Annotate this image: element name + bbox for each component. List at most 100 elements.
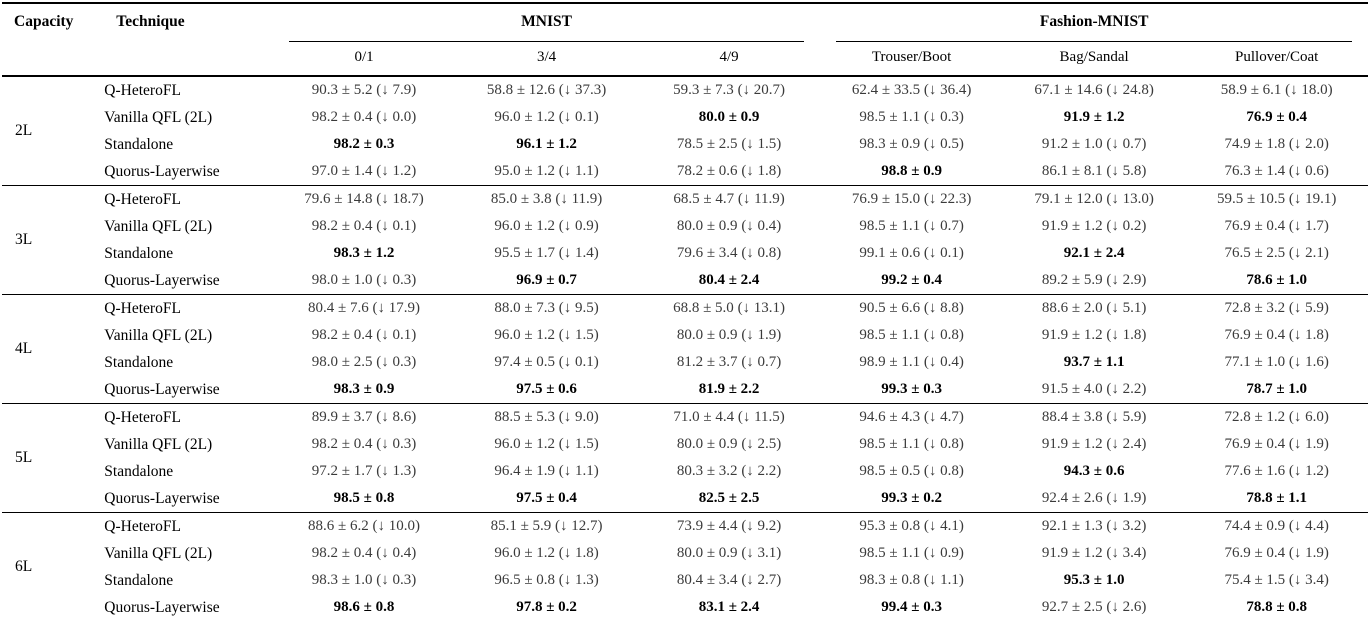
result-cell: 76.9 ± 0.4 (↓ 1.9) bbox=[1185, 540, 1368, 567]
accuracy-value: 95.5 ± 1.7 bbox=[494, 245, 556, 261]
result-cell: 68.8 ± 5.0 (↓ 13.1) bbox=[637, 294, 821, 322]
accuracy-drop-annotation: (↓ 1.4) bbox=[555, 245, 599, 261]
subheader-mnist-34: 3/4 bbox=[455, 42, 638, 77]
accuracy-drop-annotation: (↓ 3.4) bbox=[1102, 545, 1147, 561]
result-cell: 88.4 ± 3.8 (↓ 5.9) bbox=[1002, 403, 1186, 431]
accuracy-drop-annotation: (↓ 1.2) bbox=[1285, 463, 1329, 479]
accuracy-drop-annotation: (↓ 0.3) bbox=[372, 354, 417, 370]
accuracy-value: 98.5 ± 0.5 bbox=[859, 463, 921, 479]
accuracy-drop-annotation: (↓ 0.8) bbox=[737, 245, 782, 261]
result-cell: 78.8 ± 0.8 bbox=[1185, 594, 1368, 620]
result-cell: 96.0 ± 1.2 (↓ 1.5) bbox=[455, 431, 638, 458]
accuracy-value: 92.7 ± 2.5 bbox=[1041, 599, 1103, 615]
accuracy-drop-annotation: (↓ 1.9) bbox=[1285, 436, 1329, 452]
result-cell: 96.5 ± 0.8 (↓ 1.3) bbox=[455, 567, 638, 594]
result-cell: 98.5 ± 0.8 bbox=[273, 485, 456, 513]
accuracy-value: 98.5 ± 1.1 bbox=[859, 545, 921, 561]
accuracy-drop-annotation: (↓ 1.8) bbox=[1102, 327, 1147, 343]
accuracy-value: 95.0 ± 1.2 bbox=[494, 163, 556, 179]
accuracy-value: 79.6 ± 3.4 bbox=[676, 245, 738, 261]
result-cell: 80.0 ± 0.9 (↓ 3.1) bbox=[638, 540, 821, 567]
accuracy-value: 98.3 ± 0.9 bbox=[333, 381, 395, 397]
result-cell: 80.0 ± 0.9 bbox=[638, 104, 821, 131]
accuracy-drop-annotation: (↓ 0.0) bbox=[372, 109, 417, 125]
accuracy-value: 76.9 ± 0.4 bbox=[1224, 327, 1286, 343]
result-cell: 99.2 ± 0.4 bbox=[820, 267, 1003, 295]
accuracy-value: 98.2 ± 0.3 bbox=[333, 136, 395, 152]
accuracy-value: 80.0 ± 0.9 bbox=[698, 109, 760, 125]
accuracy-value: 99.3 ± 0.2 bbox=[881, 490, 942, 506]
result-cell: 85.0 ± 3.8 (↓ 11.9) bbox=[455, 185, 638, 213]
capacity-label: 5L bbox=[2, 403, 105, 513]
subheader-mnist-49: 4/9 bbox=[637, 42, 821, 77]
result-cell: 99.3 ± 0.2 bbox=[820, 485, 1003, 513]
accuracy-drop-annotation: (↓ 0.4) bbox=[737, 218, 782, 234]
result-cell: 97.0 ± 1.4 (↓ 1.2) bbox=[273, 158, 456, 186]
accuracy-drop-annotation: (↓ 5.8) bbox=[1102, 163, 1147, 179]
result-cell: 85.1 ± 5.9 (↓ 12.7) bbox=[455, 512, 638, 540]
result-cell: 78.6 ± 1.0 bbox=[1185, 267, 1368, 295]
capacity-label: 4L bbox=[2, 294, 105, 404]
technique-label: Vanilla QFL (2L) bbox=[104, 217, 213, 235]
result-cell: 76.9 ± 0.4 (↓ 1.7) bbox=[1185, 213, 1368, 240]
accuracy-drop-annotation: (↓ 0.9) bbox=[555, 218, 599, 234]
accuracy-drop-annotation: (↓ 2.0) bbox=[1285, 136, 1329, 152]
accuracy-drop-annotation: (↓ 0.1) bbox=[555, 109, 599, 125]
result-cell: 98.5 ± 0.5 (↓ 0.8) bbox=[820, 458, 1003, 485]
accuracy-value: 98.5 ± 1.1 bbox=[859, 218, 921, 234]
accuracy-drop-annotation: (↓ 0.7) bbox=[920, 218, 964, 234]
accuracy-drop-annotation: (↓ 2.4) bbox=[1102, 436, 1147, 452]
table-row: 5L Q-HeteroFL 89.9 ± 3.7 (↓ 8.6) 88.5 ± 5.3… bbox=[2, 403, 1368, 513]
table-row: 6L Q-HeteroFL 88.6 ± 6.2 (↓ 10.0) 85.1 ± 5.… bbox=[2, 512, 1368, 620]
accuracy-drop-annotation: (↓ 4.4) bbox=[1285, 518, 1329, 534]
accuracy-drop-annotation: (↓ 0.3) bbox=[372, 272, 417, 288]
result-cell: 88.0 ± 7.3 (↓ 9.5) bbox=[455, 294, 638, 322]
result-cell: 80.4 ± 7.6 (↓ 17.9) bbox=[272, 294, 456, 322]
table-row: Vanilla QFL (2L) 98.2 ± 0.4 (↓ 0.3) 96.0 ±… bbox=[2, 431, 1368, 458]
result-cell: 98.0 ± 2.5 (↓ 0.3) bbox=[273, 349, 456, 376]
accuracy-value: 98.2 ± 0.4 bbox=[311, 436, 373, 452]
accuracy-drop-annotation: (↓ 22.3) bbox=[920, 191, 972, 207]
accuracy-value: 59.3 ± 7.3 bbox=[673, 82, 734, 98]
result-cell: 76.9 ± 0.4 bbox=[1185, 104, 1368, 131]
result-cell: 91.9 ± 1.2 (↓ 3.4) bbox=[1003, 540, 1186, 567]
accuracy-value: 79.1 ± 12.0 bbox=[1034, 191, 1103, 207]
accuracy-value: 78.7 ± 1.0 bbox=[1246, 381, 1308, 397]
accuracy-drop-annotation: (↓ 0.7) bbox=[737, 354, 782, 370]
accuracy-value: 68.8 ± 5.0 bbox=[673, 300, 734, 316]
result-cell: 95.0 ± 1.2 (↓ 1.1) bbox=[455, 158, 638, 186]
header-row-groups: Capacity Technique MNIST Fashion-MNIST bbox=[2, 3, 1368, 77]
result-cell: 99.4 ± 0.3 bbox=[820, 594, 1003, 620]
accuracy-drop-annotation: (↓ 9.5) bbox=[555, 300, 599, 316]
result-cell: 88.5 ± 5.3 (↓ 9.0) bbox=[455, 403, 638, 431]
accuracy-value: 96.4 ± 1.9 bbox=[494, 463, 556, 479]
accuracy-drop-annotation: (↓ 1.5) bbox=[555, 436, 599, 452]
result-cell: 97.4 ± 0.5 (↓ 0.1) bbox=[455, 349, 638, 376]
result-cell: 98.2 ± 0.4 (↓ 0.1) bbox=[273, 213, 456, 240]
result-cell: 71.0 ± 4.4 (↓ 11.5) bbox=[637, 403, 821, 431]
accuracy-value: 96.0 ± 1.2 bbox=[494, 109, 556, 125]
accuracy-drop-annotation: (↓ 2.5) bbox=[737, 436, 782, 452]
result-cell: 79.1 ± 12.0 (↓ 13.0) bbox=[1002, 185, 1186, 213]
result-cell: 94.6 ± 4.3 (↓ 4.7) bbox=[820, 403, 1003, 431]
result-cell: 77.6 ± 1.6 (↓ 1.2) bbox=[1185, 458, 1368, 485]
table-row: Standalone 98.0 ± 2.5 (↓ 0.3) 97.4 ± 0.5 (… bbox=[2, 349, 1368, 376]
result-cell: 78.5 ± 2.5 (↓ 1.5) bbox=[638, 131, 821, 158]
accuracy-drop-annotation: (↓ 7.9) bbox=[372, 82, 417, 98]
accuracy-value: 72.8 ± 1.2 bbox=[1224, 409, 1286, 425]
accuracy-value: 76.9 ± 0.4 bbox=[1224, 436, 1286, 452]
result-cell: 98.3 ± 0.8 (↓ 1.1) bbox=[820, 567, 1003, 594]
accuracy-value: 83.1 ± 2.4 bbox=[698, 599, 760, 615]
accuracy-value: 99.4 ± 0.3 bbox=[881, 599, 942, 615]
result-cell: 77.1 ± 1.0 (↓ 1.6) bbox=[1185, 349, 1368, 376]
technique-label: Q-HeteroFL bbox=[104, 294, 273, 322]
result-cell: 92.4 ± 2.6 (↓ 1.9) bbox=[1003, 485, 1186, 513]
accuracy-value: 91.9 ± 1.2 bbox=[1041, 327, 1103, 343]
accuracy-value: 98.6 ± 0.8 bbox=[333, 599, 395, 615]
result-cell: 58.9 ± 6.1 (↓ 18.0) bbox=[1185, 76, 1368, 104]
accuracy-value: 98.2 ± 0.4 bbox=[311, 545, 373, 561]
table-row: Quorus-Layerwise 98.3 ± 0.9 97.5 ± 0.6 81.9… bbox=[2, 376, 1368, 404]
accuracy-drop-annotation: (↓ 11.9) bbox=[734, 191, 785, 207]
result-cell: 98.3 ± 1.2 bbox=[273, 240, 456, 267]
accuracy-value: 59.5 ± 10.5 bbox=[1216, 191, 1286, 207]
